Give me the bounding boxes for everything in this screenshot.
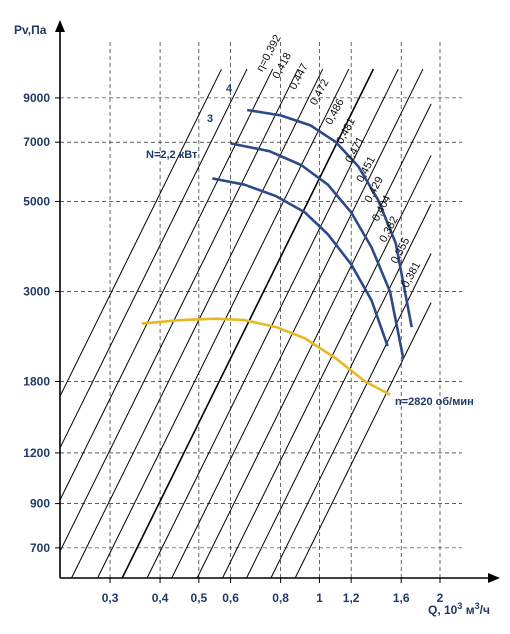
curves (141, 108, 413, 396)
power-label: N=2,2 кВт (146, 149, 198, 161)
efficiency-label: 0,355 (389, 236, 413, 266)
curve-4-label: 4 (226, 83, 233, 95)
x-tick-label: 0,8 (272, 591, 289, 605)
ticks: 0,3 0,4 0,5 0,6 0,8 1 1,2 1,6 2 700 900 1200 1800 300… (23, 91, 443, 605)
y-axis-title: Pv,Па (14, 23, 47, 37)
power-line (59, 68, 274, 501)
axes (55, 20, 500, 583)
x-tick-label: 2 (437, 591, 444, 605)
speed-label: n=2820 об/мин (395, 396, 474, 408)
power-line (59, 68, 248, 449)
curve-2 (230, 142, 405, 359)
y-axis-arrow (55, 20, 65, 32)
curve-4 (141, 317, 391, 396)
y-tick-label: 5000 (23, 194, 50, 208)
efficiency-label: 0,381 (400, 260, 424, 290)
curve-1 (246, 108, 413, 328)
curve-3-label: 3 (207, 113, 213, 125)
power-line (171, 68, 424, 579)
efficiency-label: 0,447 (287, 62, 311, 92)
y-tick-label: 700 (30, 541, 50, 555)
y-tick-label: 1800 (23, 374, 50, 388)
y-tick-label: 900 (30, 497, 50, 511)
power-line (97, 68, 350, 579)
x-tick-label: 0,6 (222, 591, 239, 605)
x-tick-label: 1,2 (343, 591, 360, 605)
power-line (146, 68, 399, 579)
x-tick-label: 0,5 (191, 591, 208, 605)
x-tick-label: 0,4 (152, 591, 169, 605)
y-tick-label: 7000 (23, 135, 50, 149)
power-line (71, 68, 324, 579)
x-tick-label: 1,6 (393, 591, 410, 605)
power-line (294, 302, 432, 579)
efficiency-labels: η=0,3920,4180,4470,4720,4860,4810,4710,4… (254, 33, 423, 290)
y-tick-label: 1200 (23, 446, 50, 460)
grid (60, 40, 462, 578)
power-line (59, 68, 299, 552)
x-axis-title-tail: /ч (480, 603, 490, 617)
x-axis-title-sup2: 3 (475, 601, 480, 611)
x-axis-title-main: Q, 10 (428, 603, 458, 617)
x-axis-title: Q, 103 м3/ч (428, 601, 490, 617)
x-axis-title-mid: м (462, 603, 474, 617)
x-axis-arrow (488, 573, 500, 583)
power-line (121, 68, 375, 579)
x-tick-label: 1 (316, 591, 323, 605)
power-line (59, 68, 222, 397)
x-tick-label: 0,3 (102, 591, 119, 605)
y-tick-label: 3000 (23, 284, 50, 298)
curve-3 (212, 177, 389, 347)
x-axis-title-sup1: 3 (457, 601, 462, 611)
power-line (246, 203, 432, 579)
y-tick-label: 9000 (23, 91, 50, 105)
power-line (196, 103, 432, 579)
power-line (270, 253, 432, 579)
power-line (222, 155, 432, 579)
annotations: Pv,Па Q, 103 м3/ч 4 3 N=2,2 кВт n=2820 о… (14, 23, 490, 617)
